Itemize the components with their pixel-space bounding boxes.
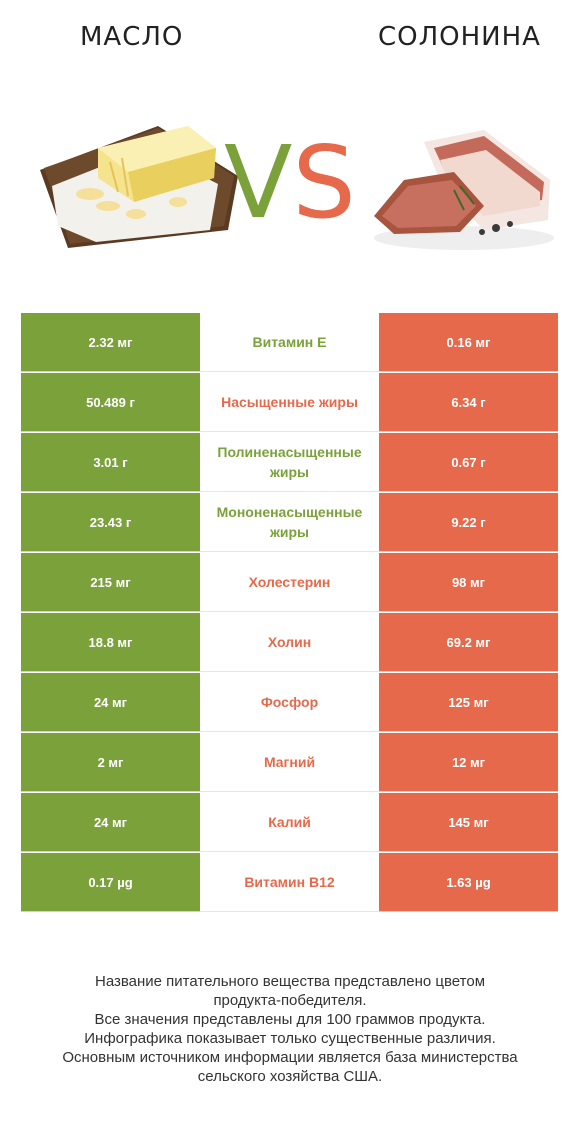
table-row: 50.489 г Насыщенные жиры 6.34 г <box>21 373 558 433</box>
table-row: 24 мг Фосфор 125 мг <box>21 673 558 733</box>
vs-label: VS <box>224 128 356 238</box>
salted-pork-value: 9.22 г <box>379 493 558 552</box>
vs-s: S <box>292 124 356 241</box>
nutrient-name: Магний <box>200 733 379 792</box>
salted-pork-value: 6.34 г <box>379 373 558 432</box>
footnote: Название питательного вещества представл… <box>20 972 560 1086</box>
table-row: 2.32 мг Витамин E 0.16 мг <box>21 313 558 373</box>
salted-pork-value: 98 мг <box>379 553 558 612</box>
table-row: 0.17 µg Витамин B12 1.63 µg <box>21 853 558 912</box>
footnote-line: продукта-победителя. <box>213 992 367 1009</box>
butter-value: 2.32 мг <box>21 313 200 372</box>
butter-value: 23.43 г <box>21 493 200 552</box>
footnote-line: Инфографика показывает только существенн… <box>84 1030 496 1047</box>
butter-value: 24 мг <box>21 793 200 852</box>
butter-value: 18.8 мг <box>21 613 200 672</box>
salted-pork-value: 0.16 мг <box>379 313 558 372</box>
table-row: 2 мг Магний 12 мг <box>21 733 558 793</box>
salted-pork-image <box>374 130 554 250</box>
nutrient-name: Холин <box>200 613 379 672</box>
nutrient-name: Калий <box>200 793 379 852</box>
butter-value: 24 мг <box>21 673 200 732</box>
butter-image <box>40 126 238 248</box>
right-product-title: СОЛОНИНА <box>378 22 541 52</box>
nutrient-name: Холестерин <box>200 553 379 612</box>
butter-value: 2 мг <box>21 733 200 792</box>
footnote-line: сельского хозяйства США. <box>197 1068 383 1085</box>
salted-pork-value: 0.67 г <box>379 433 558 492</box>
salted-pork-value: 69.2 мг <box>379 613 558 672</box>
butter-value: 0.17 µg <box>21 853 200 912</box>
butter-value: 3.01 г <box>21 433 200 492</box>
table-row: 18.8 мг Холин 69.2 мг <box>21 613 558 673</box>
table-row: 3.01 г Полиненасыщенные жиры 0.67 г <box>21 433 558 493</box>
footnote-line: Основным источником информации является … <box>62 1049 518 1066</box>
vs-v: V <box>224 124 293 241</box>
butter-value: 50.489 г <box>21 373 200 432</box>
comparison-table: 2.32 мг Витамин E 0.16 мг 50.489 г Насыщенны… <box>21 313 558 912</box>
table-row: 24 мг Калий 145 мг <box>21 793 558 853</box>
left-product-title: МАСЛО <box>80 22 184 52</box>
nutrient-name: Фосфор <box>200 673 379 732</box>
salted-pork-value: 12 мг <box>379 733 558 792</box>
nutrient-name: Насыщенные жиры <box>200 373 379 432</box>
nutrient-name: Витамин E <box>200 313 379 372</box>
footnote-line: Все значения представлены для 100 граммо… <box>94 1011 486 1028</box>
nutrient-name: Витамин B12 <box>200 853 379 912</box>
salted-pork-value: 1.63 µg <box>379 853 558 912</box>
nutrient-name: Полиненасыщенные жиры <box>200 433 379 492</box>
butter-value: 215 мг <box>21 553 200 612</box>
footnote-line: Название питательного вещества представл… <box>94 973 486 990</box>
nutrient-name: Мононенасыщенные жиры <box>200 493 379 552</box>
salted-pork-value: 125 мг <box>379 673 558 732</box>
table-row: 215 мг Холестерин 98 мг <box>21 553 558 613</box>
table-row: 23.43 г Мононенасыщенные жиры 9.22 г <box>21 493 558 553</box>
salted-pork-value: 145 мг <box>379 793 558 852</box>
